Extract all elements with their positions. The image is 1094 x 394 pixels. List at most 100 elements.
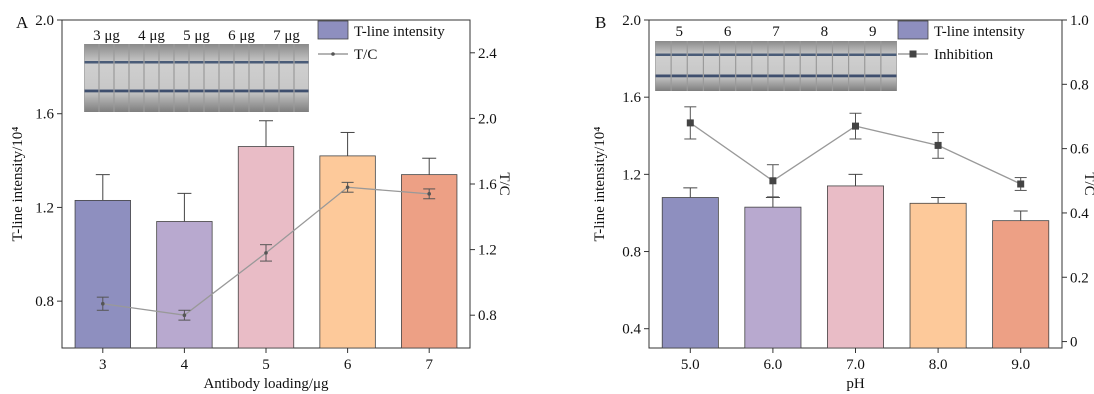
strip-control-line-a-5: [159, 61, 174, 64]
y2-tick-label-b-0: 0: [1070, 335, 1078, 351]
strip-control-line-a-12: [264, 61, 279, 64]
strip-control-line-a-9: [219, 61, 234, 64]
y-tick-label-a-1: 1.2: [35, 200, 54, 216]
strip-a-1: [99, 44, 114, 112]
strip-a-5: [159, 44, 174, 112]
bar-b-9.0: [992, 220, 1050, 349]
strip-a-9: [219, 44, 234, 112]
strip-a-10: [234, 44, 249, 112]
x-axis-label-b: pH: [846, 376, 865, 392]
y2-tick-label-a-2: 1.6: [478, 177, 497, 193]
y2-tick-label-b-4: 0.8: [1070, 77, 1089, 93]
strip-test-line-b-13: [865, 74, 881, 78]
x-tick-label-a-0: 3: [99, 357, 107, 373]
legend-label-bar-b: T-line intensity: [934, 24, 1025, 40]
bar-b-7.0: [827, 185, 884, 349]
strip-control-line-a-2: [114, 61, 129, 64]
strip-test-line-b-12: [849, 74, 865, 78]
chart-panel-a: A 0.8 1.2 1.6 2.0 0.8 1.2 1.6 2.0 2.4 3 4 5 6 7 Antibod…: [10, 13, 512, 392]
strip-control-line-b-0: [655, 53, 671, 56]
x-tick-label-a-3: 6: [344, 357, 352, 373]
legend-marker-b: [909, 50, 917, 58]
x-tick-label-a-1: 4: [181, 357, 189, 373]
strip-a-6: [174, 44, 189, 112]
y-tick-label-b-1: 0.8: [622, 245, 641, 261]
strip-test-line-b-8: [784, 74, 800, 78]
y2-tick-label-a-3: 2.0: [478, 111, 497, 127]
strip-label-a-3: 6 μg: [228, 28, 255, 44]
x-tick-label-a-4: 7: [425, 357, 433, 373]
strip-control-line-b-7: [768, 53, 784, 56]
line-point-b-0: [686, 119, 694, 127]
strip-b-2: [687, 41, 703, 91]
strip-test-line-b-14: [881, 74, 897, 78]
strip-label-a-2: 5 μg: [183, 28, 210, 44]
y-tick-label-a-2: 1.6: [35, 107, 54, 123]
strip-test-line-b-2: [687, 74, 703, 78]
strip-b-9: [800, 41, 816, 91]
strip-test-line-b-11: [833, 74, 848, 78]
y2-axis-label-b: T/C: [1081, 172, 1094, 195]
strip-control-line-a-4: [144, 61, 159, 64]
strip-label-b-4: 9: [869, 24, 877, 40]
y-tick-label-b-4: 2.0: [622, 13, 641, 29]
legend-swatch-bar-b: [897, 20, 929, 40]
strip-test-line-a-12: [264, 89, 279, 93]
strip-label-b-2: 7: [772, 24, 780, 40]
line-point-a-1: [182, 313, 187, 318]
x-tick-label-b-3: 8.0: [929, 357, 948, 373]
strip-b-14: [881, 41, 897, 91]
y2-tick-label-b-2: 0.4: [1070, 206, 1089, 222]
strip-b-4: [720, 41, 736, 91]
strip-test-line-a-10: [234, 89, 249, 93]
strip-b-12: [849, 41, 865, 91]
chart-panel-b: B 0.4 0.8 1.2 1.6 2.0 0 0.2 0.4 0.6 0.8 1.0 5.0 6.0 7.…: [592, 13, 1094, 392]
strip-b-8: [784, 41, 800, 91]
strip-test-line-b-10: [816, 74, 832, 78]
strip-test-line-a-0: [84, 89, 99, 93]
strip-label-b-1: 6: [724, 24, 732, 40]
strip-control-line-a-6: [174, 61, 189, 64]
strip-control-line-b-3: [704, 53, 719, 56]
strip-control-line-b-2: [687, 53, 703, 56]
line-point-a-3: [345, 185, 350, 190]
y2-tick-label-a-0: 0.8: [478, 308, 497, 324]
strip-a-2: [114, 44, 129, 112]
y-axis-label-a: T-line intensity/10⁴: [10, 126, 26, 241]
strip-label-b-0: 5: [675, 24, 683, 40]
strip-control-line-b-5: [736, 53, 752, 56]
bar-a-3: [74, 199, 131, 349]
y2-axis-label-a: T/C: [496, 172, 512, 195]
bar-b-5.0: [661, 197, 719, 349]
strip-test-line-a-14: [294, 89, 309, 93]
y-tick-label-b-2: 1.2: [622, 167, 641, 183]
y-tick-label-a-3: 2.0: [35, 13, 54, 29]
strip-b-3: [704, 41, 719, 91]
strip-control-line-b-6: [752, 53, 768, 56]
strip-b-13: [865, 41, 881, 91]
strip-a-0: [84, 44, 99, 112]
line-point-a-2: [264, 251, 268, 255]
strip-control-line-a-3: [129, 61, 144, 64]
x-tick-label-b-0: 5.0: [681, 357, 700, 373]
legend-label-line-a: T/C: [354, 47, 377, 63]
strip-test-line-a-5: [159, 89, 174, 93]
strip-control-line-a-7: [189, 61, 204, 64]
strip-test-line-b-1: [671, 74, 687, 78]
strip-test-line-b-9: [800, 74, 816, 78]
line-point-b-2: [852, 122, 859, 130]
y2-tick-label-b-3: 0.6: [1070, 142, 1089, 158]
strip-b-7: [768, 41, 784, 91]
strip-control-line-a-1: [99, 61, 114, 64]
strip-test-line-a-13: [279, 89, 294, 93]
strip-label-a-1: 4 μg: [138, 28, 165, 44]
bar-a-4: [156, 221, 213, 349]
strip-label-b-3: 8: [821, 24, 829, 40]
strip-a-12: [264, 44, 279, 112]
y2-tick-label-b-5: 1.0: [1070, 13, 1089, 29]
panel-letter-a: A: [16, 13, 29, 32]
strip-control-line-b-4: [720, 53, 736, 56]
strip-control-line-b-8: [784, 53, 800, 56]
strip-test-line-a-1: [99, 89, 114, 93]
